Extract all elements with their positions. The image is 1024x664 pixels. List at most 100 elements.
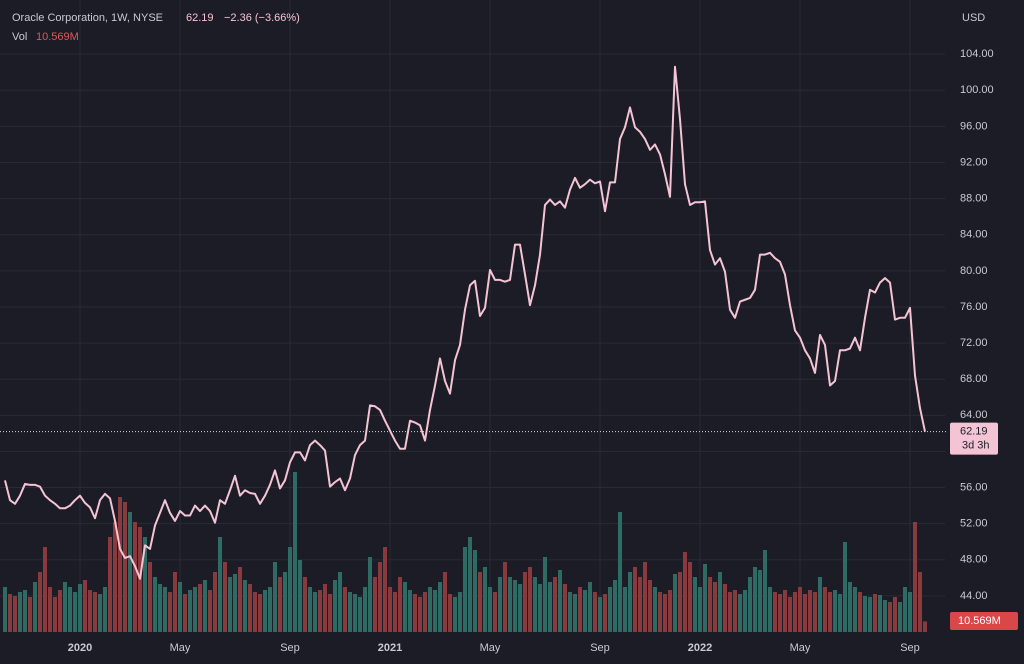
volume-bar	[778, 594, 782, 632]
price-tag-value: 62.19	[960, 426, 988, 438]
volume-bar	[688, 562, 692, 632]
volume-bar	[558, 570, 562, 632]
volume-bar	[388, 587, 392, 632]
volume-bar	[103, 587, 107, 632]
volume-bar	[653, 587, 657, 632]
volume-bar	[53, 597, 57, 632]
volume-bar	[348, 592, 352, 632]
volume-bar	[98, 594, 102, 632]
price-tag	[950, 422, 998, 455]
volume-bar	[48, 587, 52, 632]
volume-bar	[233, 574, 237, 632]
volume-bar	[468, 537, 472, 632]
volume-bar	[168, 592, 172, 632]
volume-bar	[288, 547, 292, 632]
change: −2.36 (−3.66%)	[224, 12, 300, 24]
volume-bar	[163, 587, 167, 632]
volume-bar	[543, 557, 547, 632]
volume-bar	[458, 592, 462, 632]
last-volume: 10.569M	[36, 31, 79, 43]
volume-tag-value: 10.569M	[958, 615, 1001, 627]
y-tick-label: 64.00	[960, 409, 988, 421]
volume-bar	[173, 572, 177, 632]
volume-bar	[803, 594, 807, 632]
volume-bar	[913, 522, 917, 632]
x-tick-label: Sep	[590, 642, 610, 654]
volume-bar	[463, 547, 467, 632]
volume-bar	[8, 594, 12, 632]
volume-bar	[323, 584, 327, 632]
volume-bar	[578, 587, 582, 632]
volume-bar	[298, 560, 302, 632]
volume-bar	[878, 595, 882, 632]
volume-bar	[263, 590, 267, 632]
volume-bar	[373, 577, 377, 632]
volume-bar	[318, 590, 322, 632]
volume-bar	[498, 577, 502, 632]
volume-bar	[568, 592, 572, 632]
volume-bar	[748, 577, 752, 632]
y-tick-label: 88.00	[960, 193, 988, 205]
currency: USD	[962, 12, 985, 24]
volume-bar	[243, 580, 247, 632]
volume-bar	[908, 592, 912, 632]
volume-bar	[638, 577, 642, 632]
volume-bar	[308, 587, 312, 632]
volume-bar	[403, 582, 407, 632]
volume-bar	[398, 577, 402, 632]
volume-bar	[518, 584, 522, 632]
volume-bar	[648, 580, 652, 632]
volume-bar	[923, 621, 927, 632]
volume-bar	[153, 577, 157, 632]
volume-bar	[628, 572, 632, 632]
volume-bar	[3, 587, 7, 632]
volume-bar	[118, 497, 122, 632]
volume-bar	[588, 582, 592, 632]
volume-bar	[108, 537, 112, 632]
volume-bar	[598, 597, 602, 632]
volume-bar	[633, 567, 637, 632]
volume-bar	[133, 522, 137, 632]
x-tick-label: 2022	[688, 642, 712, 654]
volume-bar	[493, 592, 497, 632]
volume-bar	[188, 590, 192, 632]
volume-bar	[528, 567, 532, 632]
volume-bars	[3, 472, 927, 632]
volume-bar	[363, 587, 367, 632]
volume-bar	[438, 582, 442, 632]
volume-bar	[423, 592, 427, 632]
volume-bar	[278, 577, 282, 632]
volume-bar	[708, 577, 712, 632]
volume-bar	[893, 597, 897, 632]
volume-bar	[508, 577, 512, 632]
volume-bar	[113, 522, 117, 632]
volume-bar	[78, 584, 82, 632]
volume-label: Vol	[12, 31, 27, 43]
volume-bar	[253, 592, 257, 632]
x-tick-label: Sep	[900, 642, 920, 654]
volume-bar	[73, 592, 77, 632]
volume-bar	[723, 584, 727, 632]
volume-bar	[223, 562, 227, 632]
volume-bar	[523, 572, 527, 632]
volume-bar	[358, 597, 362, 632]
last-price: 62.19	[186, 12, 214, 24]
volume-bar	[623, 587, 627, 632]
volume-bar	[533, 577, 537, 632]
volume-bar	[143, 537, 147, 632]
volume-bar	[433, 590, 437, 632]
volume-bar	[448, 594, 452, 632]
x-tick-label: 2021	[378, 642, 402, 654]
y-tick-label: 44.00	[960, 590, 988, 602]
volume-bar	[918, 572, 922, 632]
y-tick-label: 104.00	[960, 48, 994, 60]
volume-bar	[443, 572, 447, 632]
volume-bar	[18, 592, 22, 632]
volume-bar	[698, 587, 702, 632]
chart-title: Oracle Corporation, 1W, NYSE	[12, 12, 163, 24]
volume-bar	[583, 590, 587, 632]
volume-bar	[88, 590, 92, 632]
volume-bar	[603, 594, 607, 632]
